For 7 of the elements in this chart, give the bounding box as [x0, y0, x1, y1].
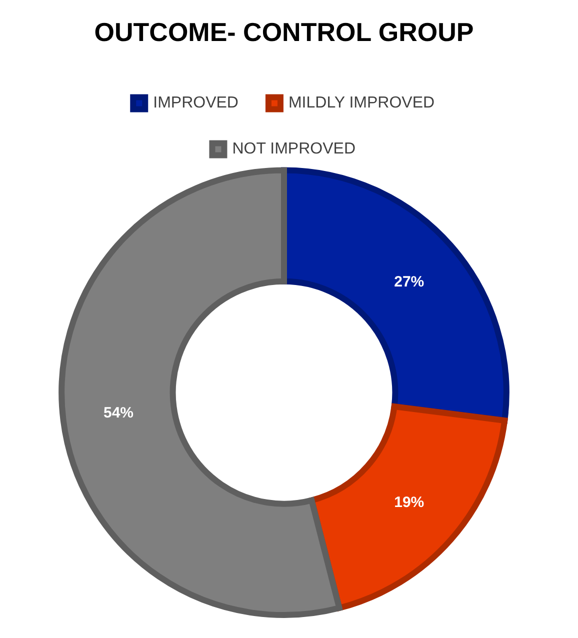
data-label: 27%: [394, 273, 424, 290]
data-label: 19%: [394, 494, 424, 512]
chart-title: OUTCOME- CONTROL GROUP: [94, 16, 474, 47]
legend-label: MILDLY IMPROVED: [288, 94, 435, 112]
legend-label: NOT IMPROVED: [232, 140, 356, 158]
data-label: 54%: [104, 404, 134, 422]
legend-label: IMPROVED: [153, 94, 238, 112]
